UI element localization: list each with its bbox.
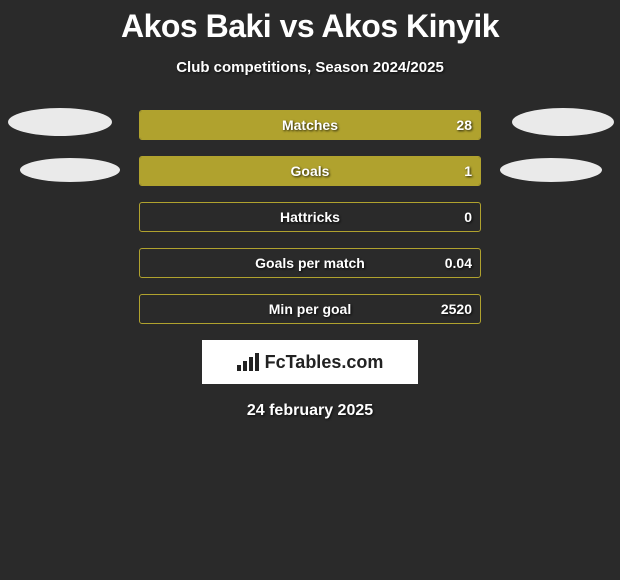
subtitle: Club competitions, Season 2024/2025 [0,59,620,76]
stat-row-hattricks: Hattricks 0 [139,202,481,232]
stat-value: 0 [464,209,472,225]
stat-label: Goals per match [255,255,365,271]
stat-label: Hattricks [280,209,340,225]
stat-row-goals-per-match: Goals per match 0.04 [139,248,481,278]
vs-text: vs [280,8,315,44]
page-title: Akos Baki vs Akos Kinyik [0,0,620,45]
player1-placeholder-oval [20,158,120,182]
stat-label: Goals [291,163,330,179]
bars-icon [237,353,259,371]
stat-value: 0.04 [445,255,472,271]
logo-text: FcTables.com [265,352,384,373]
player1-name: Akos Baki [121,8,271,44]
bars-container: Matches 28 Goals 1 Hattricks 0 Goals per… [139,110,481,324]
stat-row-goals: Goals 1 [139,156,481,186]
stat-value: 1 [464,163,472,179]
stat-label: Min per goal [269,301,351,317]
player2-placeholder-oval [512,108,614,136]
stat-value: 28 [456,117,472,133]
source-logo: FcTables.com [202,340,418,384]
stat-value: 2520 [441,301,472,317]
player1-placeholder-oval [8,108,112,136]
player2-name: Akos Kinyik [321,8,499,44]
stat-row-matches: Matches 28 [139,110,481,140]
comparison-chart: Matches 28 Goals 1 Hattricks 0 Goals per… [0,110,620,324]
stat-label: Matches [282,117,338,133]
stat-row-min-per-goal: Min per goal 2520 [139,294,481,324]
footer-date: 24 february 2025 [0,402,620,420]
player2-placeholder-oval [500,158,602,182]
